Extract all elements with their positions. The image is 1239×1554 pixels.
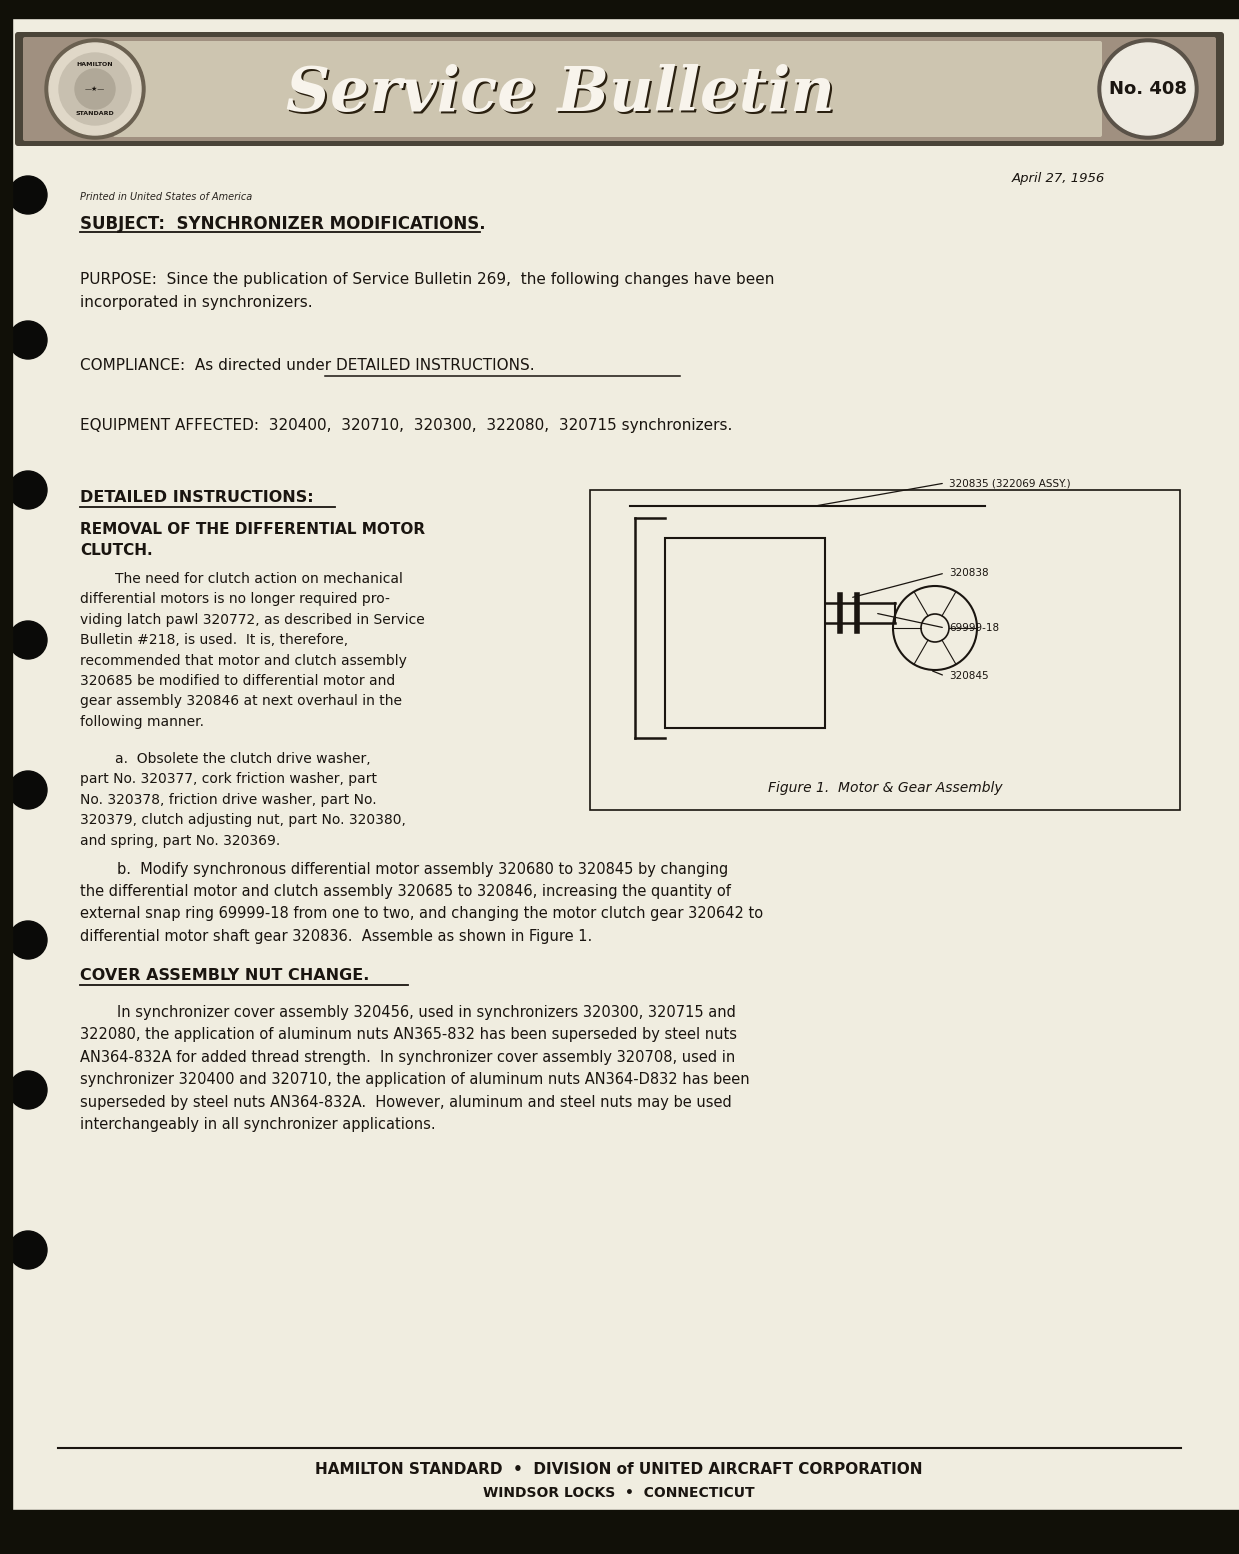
Text: 320838: 320838 xyxy=(949,569,989,578)
Text: COMPLIANCE:  As directed under DETAILED INSTRUCTIONS.: COMPLIANCE: As directed under DETAILED I… xyxy=(81,357,534,373)
Text: Service Bulletin: Service Bulletin xyxy=(287,65,836,126)
FancyBboxPatch shape xyxy=(24,37,1215,141)
Circle shape xyxy=(1101,44,1194,135)
Circle shape xyxy=(9,771,47,810)
Circle shape xyxy=(9,622,47,659)
Bar xyxy=(665,538,825,727)
Circle shape xyxy=(59,53,131,124)
Text: In synchronizer cover assembly 320456, used in synchronizers 320300, 320715 and
: In synchronizer cover assembly 320456, u… xyxy=(81,1005,750,1133)
Bar xyxy=(0,1510,1239,1554)
Text: b.  Modify synchronous differential motor assembly 320680 to 320845 by changing
: b. Modify synchronous differential motor… xyxy=(81,862,763,943)
Text: Figure 1.  Motor & Gear Assembly: Figure 1. Motor & Gear Assembly xyxy=(768,782,1002,796)
Text: WINDSOR LOCKS  •  CONNECTICUT: WINDSOR LOCKS • CONNECTICUT xyxy=(483,1486,755,1500)
Circle shape xyxy=(9,176,47,214)
Bar xyxy=(0,0,1239,19)
Text: SUBJECT:  SYNCHRONIZER MODIFICATIONS.: SUBJECT: SYNCHRONIZER MODIFICATIONS. xyxy=(81,214,486,233)
Circle shape xyxy=(1098,39,1198,138)
Text: 320835 (322069 ASSY.): 320835 (322069 ASSY.) xyxy=(949,479,1070,488)
Text: The need for clutch action on mechanical
differential motors is no longer requir: The need for clutch action on mechanical… xyxy=(81,572,425,729)
Text: No. 408: No. 408 xyxy=(1109,79,1187,98)
Circle shape xyxy=(50,44,141,135)
Text: COVER ASSEMBLY NUT CHANGE.: COVER ASSEMBLY NUT CHANGE. xyxy=(81,968,369,984)
Circle shape xyxy=(9,1231,47,1270)
Text: HAMILTON STANDARD  •  DIVISION of UNITED AIRCRAFT CORPORATION: HAMILTON STANDARD • DIVISION of UNITED A… xyxy=(315,1462,923,1476)
Text: a.  Obsolete the clutch drive washer,
part No. 320377, cork friction washer, par: a. Obsolete the clutch drive washer, par… xyxy=(81,752,406,847)
Circle shape xyxy=(76,68,115,109)
Circle shape xyxy=(9,322,47,359)
Text: 69999-18: 69999-18 xyxy=(949,623,999,632)
Text: HAMILTON: HAMILTON xyxy=(77,62,113,67)
Circle shape xyxy=(9,471,47,510)
Text: STANDARD: STANDARD xyxy=(76,110,114,117)
Text: Service Bulletin: Service Bulletin xyxy=(285,64,834,124)
Text: April 27, 1956: April 27, 1956 xyxy=(1012,172,1105,185)
Text: REMOVAL OF THE DIFFERENTIAL MOTOR
CLUTCH.: REMOVAL OF THE DIFFERENTIAL MOTOR CLUTCH… xyxy=(81,522,425,558)
Text: —★—: —★— xyxy=(85,85,105,92)
Text: DETAILED INSTRUCTIONS:: DETAILED INSTRUCTIONS: xyxy=(81,490,313,505)
Bar xyxy=(0,0,12,1554)
FancyBboxPatch shape xyxy=(113,40,1101,137)
Bar xyxy=(590,490,1180,810)
Text: 320845: 320845 xyxy=(949,671,989,681)
FancyBboxPatch shape xyxy=(15,33,1224,146)
Circle shape xyxy=(9,1071,47,1110)
Text: EQUIPMENT AFFECTED:  320400,  320710,  320300,  322080,  320715 synchronizers.: EQUIPMENT AFFECTED: 320400, 320710, 3203… xyxy=(81,418,732,434)
Circle shape xyxy=(9,922,47,959)
Text: Printed in United States of America: Printed in United States of America xyxy=(81,193,253,202)
Text: PURPOSE:  Since the publication of Service Bulletin 269,  the following changes : PURPOSE: Since the publication of Servic… xyxy=(81,272,774,309)
Circle shape xyxy=(45,39,145,138)
